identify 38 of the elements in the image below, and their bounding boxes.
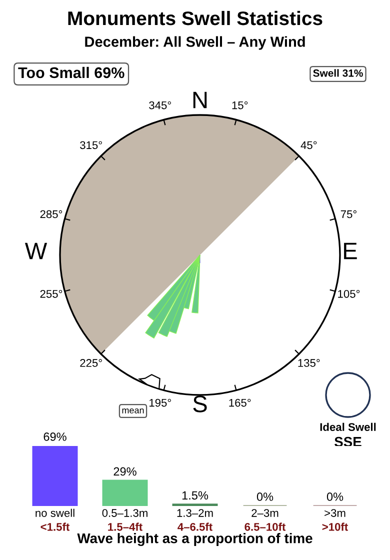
text: Too Small 69% xyxy=(18,66,124,78)
text: 105° xyxy=(338,290,360,298)
text: 315° xyxy=(80,141,102,150)
text: >10ft xyxy=(322,522,348,531)
x-tick-label: >3m xyxy=(324,509,346,517)
x-tick-label: 2–3m xyxy=(252,509,278,517)
text: Swell 31% xyxy=(313,69,363,77)
x-tick-label: 0.5–1.3m xyxy=(102,509,148,517)
text: 4–6.5ft xyxy=(178,522,212,531)
text: 195° xyxy=(150,398,171,407)
text: W xyxy=(24,242,48,260)
text: E xyxy=(344,242,357,260)
text: 345° xyxy=(149,101,171,110)
text: Ideal Swell xyxy=(320,422,376,431)
text: Monuments Swell Statistics xyxy=(68,10,322,26)
text: <1.5ft xyxy=(40,522,70,531)
text: 15° xyxy=(232,101,248,110)
text: S xyxy=(193,396,207,412)
text: 285° xyxy=(40,210,62,218)
text: December: All Swell – Any Wind xyxy=(85,36,305,50)
x-axis-title: Wave height as a proportion of time xyxy=(77,533,312,546)
text: 75° xyxy=(340,210,356,218)
text: 45° xyxy=(300,141,317,150)
data-label: 0% xyxy=(256,492,274,501)
text: N xyxy=(193,92,207,108)
text: 255° xyxy=(40,290,62,298)
text: 1.5–4ft xyxy=(108,522,142,531)
text: 225° xyxy=(80,359,102,367)
text: 165° xyxy=(229,398,251,407)
data-label: 29% xyxy=(114,467,136,476)
data-label: 69% xyxy=(44,432,66,441)
data-label: 0% xyxy=(326,492,344,501)
x-tick-label: 1.3–2m xyxy=(177,509,213,517)
x-tick-label: no swell xyxy=(36,508,74,517)
text: mean xyxy=(122,408,144,414)
text: 6.5–10ft xyxy=(244,522,286,531)
data-label: 1.5% xyxy=(182,491,208,500)
text: 135° xyxy=(298,359,320,367)
